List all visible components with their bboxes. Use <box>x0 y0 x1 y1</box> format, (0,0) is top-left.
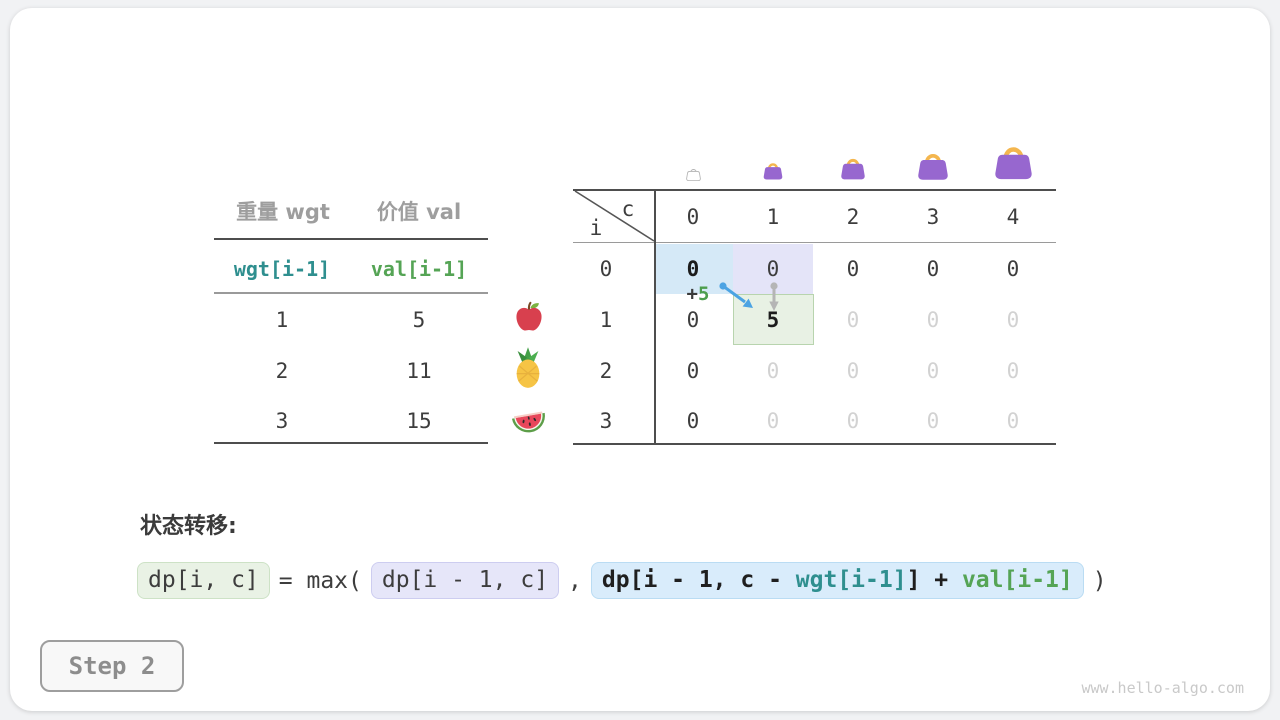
formula-lhs-box: dp[i, c] <box>137 562 270 599</box>
formula-option2-prefix: dp[i - 1, c - <box>601 567 796 593</box>
dp-cell-2-1: 0 <box>766 359 780 383</box>
formula-equals-max: = max( <box>278 567 362 594</box>
watermelon-icon <box>510 404 548 437</box>
dp-row-header: 2 <box>599 359 613 383</box>
dp-cell-0-2: 0 <box>846 257 860 281</box>
left-table-value-header: 价值 val <box>376 200 462 224</box>
dp-cell-3-4: 0 <box>1006 409 1020 433</box>
left-table-wgt-index: wgt[i-1] <box>233 257 331 281</box>
item-weight: 3 <box>275 409 289 433</box>
dp-corner-col-label: c <box>621 197 635 221</box>
dp-table-rule-bottom <box>573 443 1056 445</box>
pineapple-icon <box>511 347 545 389</box>
dp-cell-3-1: 0 <box>766 409 780 433</box>
added-value: 5 <box>698 283 710 305</box>
formula-option1-box: dp[i - 1, c] <box>370 562 560 599</box>
item-value: 11 <box>406 359 432 383</box>
dp-cell-1-4: 0 <box>1006 308 1020 332</box>
dp-col-header: 1 <box>766 205 780 229</box>
dp-cell-2-0: 0 <box>686 359 700 383</box>
bag-icon-capacity-2 <box>838 151 868 180</box>
dp-cell-2-4: 0 <box>1006 359 1020 383</box>
transition-formula: dp[i, c] = max( dp[i - 1, c] , dp[i - 1,… <box>137 562 1107 599</box>
left-table-rule-index <box>214 292 488 294</box>
bag-icon-capacity-0-empty <box>685 164 702 181</box>
formula-comma: , <box>568 567 582 594</box>
dp-cell-0-4: 0 <box>1006 257 1020 281</box>
item-weight: 2 <box>275 359 289 383</box>
dp-table-rule-header <box>573 241 1056 243</box>
apple-icon <box>512 300 546 334</box>
dp-col-header: 2 <box>846 205 860 229</box>
dp-cell-3-0: 0 <box>686 409 700 433</box>
dp-cell-3-2: 0 <box>846 409 860 433</box>
left-table-weight-header: 重量 wgt <box>236 200 330 224</box>
dp-cell-1-0: 0 <box>686 308 700 332</box>
dp-cell-1-2: 0 <box>846 308 860 332</box>
dp-corner-row-label: i <box>589 216 603 240</box>
dp-cell-2-3: 0 <box>926 359 940 383</box>
step-badge: Step 2 <box>40 640 184 692</box>
dp-cell-1-1: 5 <box>766 308 780 332</box>
bag-icon-capacity-3 <box>914 144 952 181</box>
bag-icon-capacity-1 <box>761 157 785 180</box>
plus-sign: + <box>686 283 698 305</box>
dp-cell-2-2: 0 <box>846 359 860 383</box>
dp-col-header: 3 <box>926 205 940 229</box>
item-value: 15 <box>406 409 432 433</box>
dp-row-header: 3 <box>599 409 613 433</box>
dp-cell-0-1: 0 <box>766 257 780 281</box>
transfer-arrow-blue <box>719 282 753 308</box>
formula-option2-box: dp[i - 1, c - wgt[i-1]] + val[i-1] <box>590 562 1084 599</box>
item-weight: 1 <box>275 308 289 332</box>
dp-cell-3-3: 0 <box>926 409 940 433</box>
dp-table-rule-vertical <box>654 189 656 445</box>
dp-cell-0-3: 0 <box>926 257 940 281</box>
transfer-arrow-gray <box>769 282 779 311</box>
dp-row-header: 0 <box>599 257 613 281</box>
plus-value-annotation: +5 <box>687 283 710 305</box>
dp-table-diagonal <box>574 190 655 242</box>
dp-cell-0-0: 0 <box>686 257 700 281</box>
bag-icon-capacity-4 <box>990 135 1037 180</box>
watermark: www.hello-algo.com <box>1081 679 1244 697</box>
dp-col-header: 4 <box>1006 205 1020 229</box>
dp-table-rule-top <box>573 189 1056 191</box>
dp-row-header: 1 <box>599 308 613 332</box>
formula-wgt-token: wgt[i-1] <box>795 567 907 593</box>
left-table-rule-header <box>214 238 488 240</box>
dp-col-header: 0 <box>686 205 700 229</box>
formula-close-paren: ) <box>1092 567 1107 594</box>
formula-val-token: val[i-1] <box>961 567 1073 593</box>
dp-cell-1-3: 0 <box>926 308 940 332</box>
formula-option2-mid: ] + <box>906 567 962 593</box>
transition-label: 状态转移: <box>140 514 237 539</box>
left-table-val-index: val[i-1] <box>370 257 468 281</box>
left-table-rule-bottom <box>214 442 488 444</box>
item-value: 5 <box>412 308 426 332</box>
